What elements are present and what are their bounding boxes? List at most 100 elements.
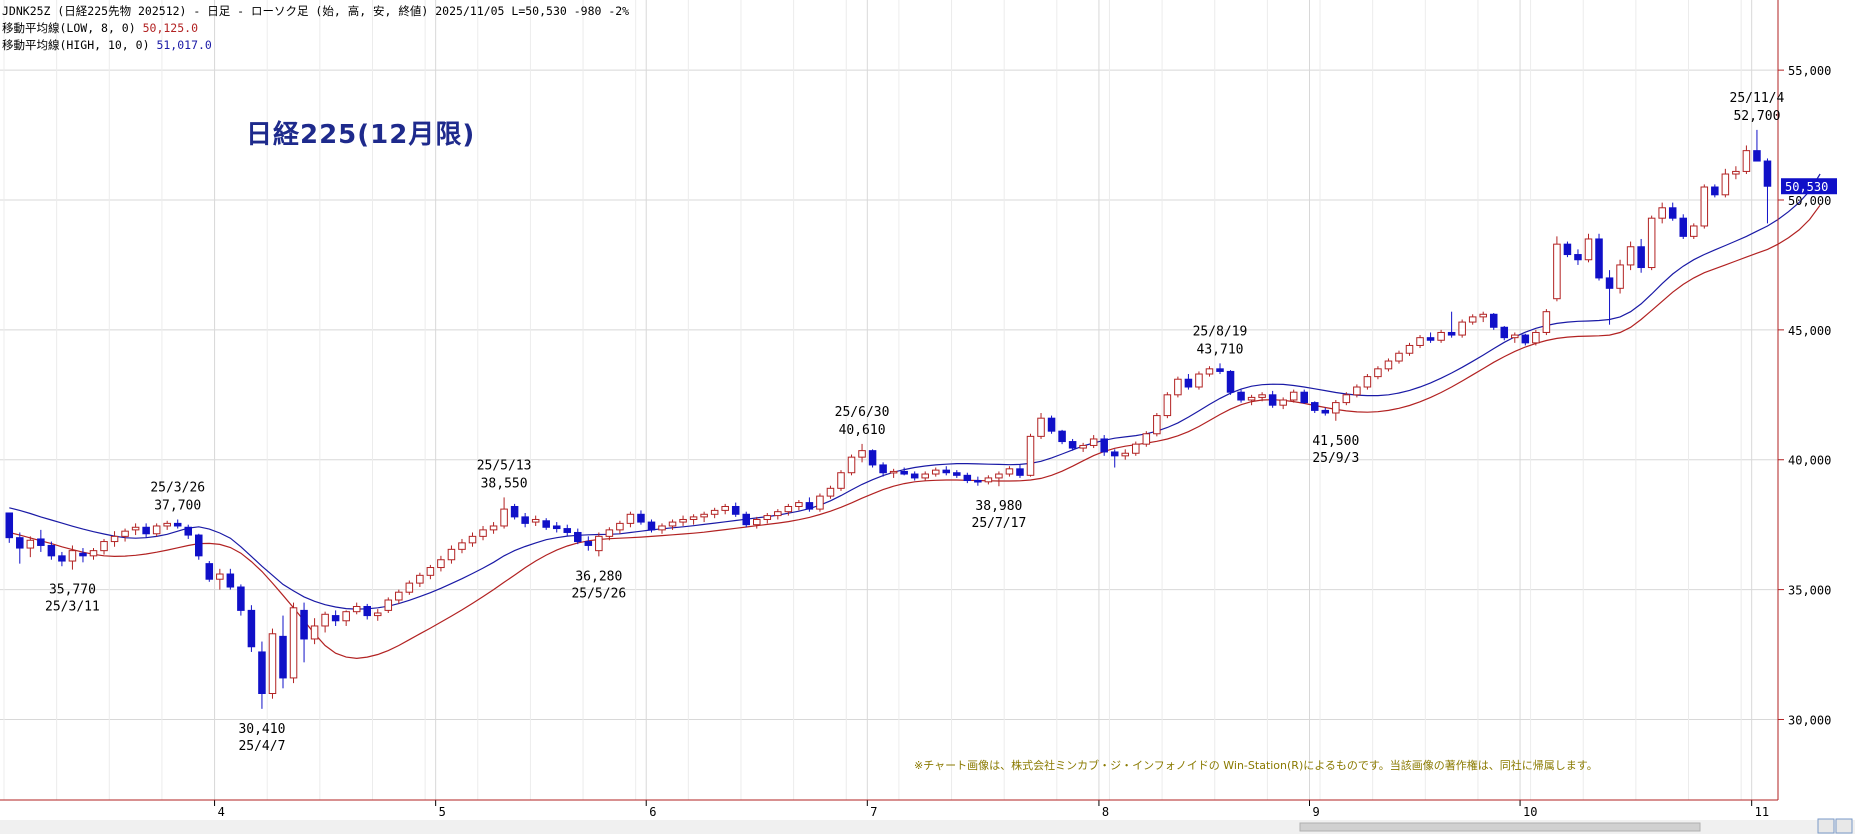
candle-body [731, 505, 740, 515]
candle-body [826, 487, 835, 497]
candle-body [1100, 438, 1108, 453]
candle-body [1005, 468, 1014, 475]
candle-body [953, 472, 961, 476]
candle-body [331, 615, 340, 622]
scroll-thumb[interactable] [1299, 822, 1701, 832]
candle-body [1616, 264, 1624, 289]
x-tick-label: 4 [218, 805, 225, 819]
x-tick-label: 8 [1102, 805, 1109, 819]
candle-body [1268, 394, 1277, 406]
annotation-date: 25/6/30 [835, 405, 890, 420]
price-annotation: 30,410 25/4/7 [238, 722, 285, 754]
candle-body [1289, 391, 1298, 401]
candle-body [279, 635, 287, 679]
annotation-value: 38,550 [481, 476, 528, 491]
candle-body [79, 552, 87, 557]
candle-body [310, 625, 319, 640]
annotation-date: 25/9/3 [1312, 451, 1359, 466]
ma-low-legend: 移動平均線(LOW, 8, 0) 50,125.0 [2, 20, 198, 36]
ma-low-value: 50,125.0 [142, 21, 198, 35]
candle-body [521, 516, 529, 524]
annotation-value: 52,700 [1733, 109, 1780, 124]
candle-body [68, 550, 77, 562]
candle-body [1511, 334, 1519, 339]
candle-body [1458, 321, 1466, 336]
candle-body [1226, 370, 1235, 393]
candle-body [1247, 396, 1256, 401]
y-tick-label: 35,000 [1788, 584, 1831, 598]
candle-body [1110, 451, 1119, 457]
candle-body [837, 472, 845, 489]
candle-body [121, 530, 129, 537]
price-annotation: 25/5/13 38,550 [477, 458, 532, 491]
candle-body [1195, 373, 1203, 388]
candle-body [110, 535, 119, 543]
candle-body [1121, 452, 1130, 457]
candle-body [710, 509, 719, 515]
candle-body [1574, 254, 1582, 261]
candle-body [1542, 311, 1551, 333]
candle-body [679, 518, 687, 523]
ma-high-legend: 移動平均線(HIGH, 10, 0) 51,017.0 [2, 37, 212, 53]
candle-body [1668, 207, 1677, 219]
x-tick-label: 10 [1523, 805, 1537, 819]
candle-body [5, 512, 14, 539]
candles [5, 129, 1772, 709]
candle-body [595, 535, 603, 552]
candle-body [1763, 160, 1772, 187]
candle-body [868, 450, 877, 466]
candle-body [1405, 344, 1414, 354]
ma-high-value: 51,017.0 [156, 38, 212, 52]
zoom-button[interactable] [1835, 818, 1853, 834]
candle-body [1037, 417, 1045, 437]
candle-body [805, 502, 814, 510]
ma-high-line [9, 173, 1821, 610]
zoom-button[interactable] [1817, 818, 1835, 834]
candle-body [1174, 378, 1182, 396]
x-tick-label: 11 [1755, 805, 1769, 819]
candle-body [1026, 435, 1035, 476]
annotation-value: 43,710 [1197, 342, 1244, 357]
candle-body [1447, 331, 1456, 336]
candle-body [1237, 391, 1245, 401]
annotation-value: 37,700 [154, 498, 201, 513]
candle-body [605, 529, 614, 537]
candle-body [247, 609, 256, 648]
candle-body [426, 567, 435, 576]
candle-body [942, 469, 951, 474]
candle-body [1384, 360, 1393, 370]
candle-body [1416, 337, 1424, 346]
candle-body [142, 526, 150, 535]
candle-body [500, 508, 508, 527]
candle-body [689, 516, 698, 520]
candle-body [37, 538, 45, 546]
candle-body [984, 477, 993, 483]
candle-body [395, 591, 403, 601]
candle-body [195, 534, 203, 557]
y-tick-label: 55,000 [1788, 64, 1831, 78]
candle-body [921, 473, 929, 479]
candle-body [1553, 243, 1561, 300]
candle-body [16, 537, 24, 549]
candle-body [995, 473, 1003, 479]
candle-body [258, 651, 266, 695]
candle-body [468, 535, 477, 544]
moving-average-lines [9, 173, 1821, 660]
annotation-value: 40,610 [839, 423, 886, 438]
price-annotation: 25/8/19 43,710 [1193, 324, 1248, 357]
candle-body [405, 582, 414, 593]
annotation-date: 25/11/4 [1730, 91, 1785, 106]
candle-body [489, 525, 498, 531]
candle-body [552, 525, 561, 530]
candle-body [963, 474, 972, 482]
candle-body [910, 473, 919, 479]
candle-body [626, 513, 635, 524]
bottom-scrollbar[interactable] [0, 818, 1855, 834]
candle-body [1532, 331, 1540, 344]
annotation-date: 25/7/17 [972, 516, 1027, 531]
candle-body [647, 521, 656, 531]
candle-body [47, 544, 56, 557]
price-annotation: 25/3/26 37,700 [150, 480, 205, 513]
candle-body [1584, 238, 1593, 261]
